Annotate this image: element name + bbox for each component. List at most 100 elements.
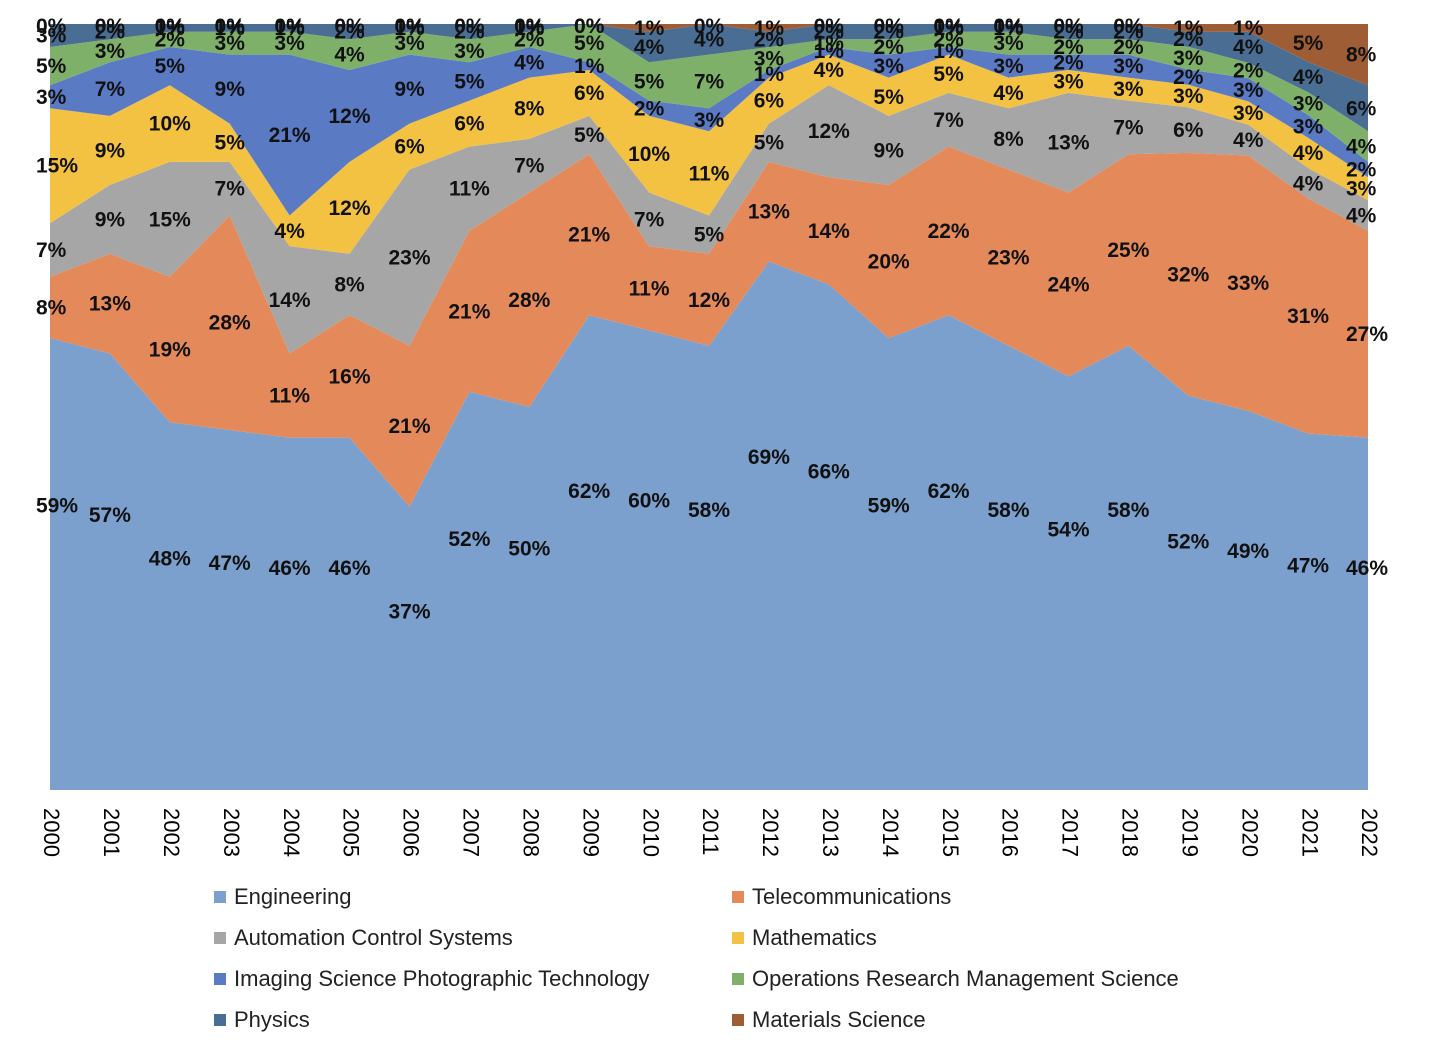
chart-areas [50,24,1368,790]
data-label-physics-2013: 2% [814,21,845,44]
data-label-imaging-science-photographic-technology-2020: 3% [1233,79,1264,102]
data-label-engineering-2016: 58% [987,499,1029,522]
data-label-operations-research-management-science-2018: 2% [1113,36,1144,59]
data-label-materials-science-2017: 0% [1053,15,1084,38]
data-label-materials-science-2020: 1% [1233,17,1264,40]
legend-swatch [214,932,226,944]
data-label-engineering-2004: 46% [269,557,311,580]
data-label-engineering-2019: 52% [1167,531,1209,554]
data-label-physics-2020: 4% [1233,36,1264,59]
data-label-physics-2017: 2% [1053,21,1084,44]
data-label-physics-2000: 3% [36,25,67,48]
data-label-operations-research-management-science-2007: 3% [454,40,485,63]
data-label-automation-control-systems-2010: 7% [634,208,665,231]
data-label-physics-2001: 2% [95,21,126,44]
data-label-physics-2014: 2% [874,21,905,44]
legend-label: Mathematics [752,925,877,950]
data-label-mathematics-2012: 6% [754,90,785,113]
data-label-telecommunications-2014: 20% [868,251,910,274]
data-label-automation-control-systems-2006: 23% [388,247,430,270]
x-tick-label-2010: 2010 [638,808,663,857]
legend-swatch [732,1014,744,1026]
data-label-materials-science-2022: 8% [1346,44,1377,67]
data-label-operations-research-management-science-2010: 5% [634,71,665,94]
data-label-engineering-2018: 58% [1107,499,1149,522]
data-label-imaging-science-photographic-technology-2005: 12% [328,105,370,128]
data-label-engineering-2003: 47% [209,552,251,575]
data-label-automation-control-systems-2022: 4% [1346,205,1377,228]
data-label-mathematics-2005: 12% [328,197,370,220]
data-label-automation-control-systems-2021: 4% [1293,172,1324,195]
area-imaging-science-photographic-technology [50,47,1368,216]
data-label-telecommunications-2016: 23% [987,247,1029,270]
legend-label: Materials Science [752,1007,926,1032]
legend-item-engineering: Engineering [214,880,351,914]
data-label-mathematics-2011: 11% [689,162,730,185]
data-label-telecommunications-2003: 28% [209,312,251,335]
data-label-imaging-science-photographic-technology-2012: 1% [754,63,785,86]
data-label-automation-control-systems-2014: 9% [874,139,905,162]
data-label-telecommunications-2011: 12% [688,289,730,312]
data-label-automation-control-systems-2013: 12% [808,120,850,143]
x-tick-label-2006: 2006 [399,808,424,857]
data-label-telecommunications-2004: 11% [269,385,310,408]
data-label-automation-control-systems-2001: 9% [95,208,126,231]
data-label-engineering-2011: 58% [688,499,730,522]
legend-label: Operations Research Management Science [752,966,1179,991]
data-label-physics-2005: 2% [334,21,365,44]
data-label-imaging-science-photographic-technology-2016: 3% [993,55,1024,78]
data-label-mathematics-2016: 4% [993,82,1024,105]
data-label-operations-research-management-science-2021: 3% [1293,93,1324,116]
data-label-materials-science-2002: 0% [155,15,186,38]
data-label-materials-science-2001: 0% [95,15,126,38]
data-label-physics-2022: 6% [1346,97,1377,120]
data-label-physics-2011: 4% [694,28,725,51]
legend-swatch [732,891,744,903]
data-label-automation-control-systems-2020: 4% [1233,129,1264,152]
data-label-operations-research-management-science-2011: 7% [694,71,725,94]
data-label-operations-research-management-science-2020: 2% [1233,59,1264,82]
data-label-materials-science-2012: 1% [754,17,785,40]
data-label-automation-control-systems-2017: 13% [1047,132,1089,155]
data-label-engineering-2005: 46% [328,557,370,580]
data-label-automation-control-systems-2012: 5% [754,132,785,155]
data-label-imaging-science-photographic-technology-2021: 3% [1293,115,1324,138]
data-label-operations-research-management-science-2012: 3% [754,48,785,71]
data-label-telecommunications-2017: 24% [1047,273,1089,296]
data-label-materials-science-2021: 5% [1293,32,1324,55]
legend-swatch [214,1014,226,1026]
data-label-mathematics-2006: 6% [394,136,425,159]
data-label-engineering-2022: 46% [1346,557,1388,580]
data-label-telecommunications-2015: 22% [928,220,970,243]
data-label-telecommunications-2020: 33% [1227,272,1269,295]
data-label-physics-2016: 1% [993,17,1024,40]
data-label-physics-2003: 1% [215,17,246,40]
data-label-mathematics-2022: 3% [1346,178,1377,201]
data-label-materials-science-2009: 0% [574,15,605,38]
data-label-operations-research-management-science-2015: 2% [933,28,964,51]
data-label-mathematics-2014: 5% [874,86,905,109]
data-label-materials-science-2011: 0% [694,15,725,38]
data-label-telecommunications-2002: 19% [149,339,191,362]
x-axis-ticks: 2000 2001 2002 2003 2004 2005 2006 2007 2008 2009… [39,808,1382,857]
x-tick-label-2014: 2014 [878,808,903,857]
data-labels: 59% 57% 48% 47% 46% 46% 37% 52% 50% 62% 60% 58% 69% 6… [36,15,1388,623]
data-label-telecommunications-2005: 16% [328,365,370,388]
x-tick-label-2008: 2008 [518,808,543,857]
legend-label: Physics [234,1007,310,1032]
data-label-operations-research-management-science-2014: 2% [874,36,905,59]
data-label-automation-control-systems-2015: 7% [933,109,964,132]
data-label-operations-research-management-science-2009: 5% [574,32,605,55]
data-label-mathematics-2010: 10% [628,143,670,166]
data-label-engineering-2015: 62% [928,480,970,503]
data-label-physics-2010: 4% [634,36,665,59]
data-label-physics-2002: 1% [155,17,186,40]
legend-item-materials-science: Materials Science [732,1003,926,1037]
data-label-operations-research-management-science-2006: 3% [394,32,425,55]
data-label-operations-research-management-science-2004: 3% [274,32,305,55]
data-label-physics-2009: 0% [574,15,605,38]
legend-swatch [214,973,226,985]
data-label-mathematics-2009: 6% [574,82,605,105]
data-label-physics-2007: 2% [454,21,485,44]
data-label-engineering-2010: 60% [628,490,670,513]
